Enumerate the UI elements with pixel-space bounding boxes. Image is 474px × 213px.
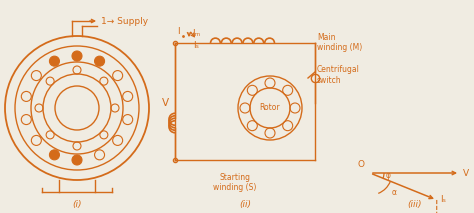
Text: Starting
winding (S): Starting winding (S): [213, 173, 257, 192]
Circle shape: [72, 155, 82, 165]
Circle shape: [94, 56, 105, 66]
Circle shape: [49, 56, 59, 66]
Text: α: α: [392, 188, 397, 197]
Text: (ii): (ii): [239, 200, 251, 210]
Text: (i): (i): [72, 200, 82, 210]
Text: (iii): (iii): [408, 200, 422, 210]
Text: V: V: [162, 98, 169, 108]
Text: Main
winding (M): Main winding (M): [317, 33, 362, 52]
Text: I: I: [177, 27, 180, 36]
Text: Centrifugal
switch: Centrifugal switch: [317, 65, 360, 85]
Text: Rotor: Rotor: [260, 104, 280, 112]
Circle shape: [49, 150, 59, 160]
Text: 1→ Supply: 1→ Supply: [101, 16, 148, 26]
Text: O: O: [358, 160, 365, 169]
Text: V: V: [463, 168, 469, 177]
Text: Iₛ: Iₛ: [193, 41, 199, 50]
Text: Iₛ: Iₛ: [440, 196, 446, 204]
Text: φ: φ: [386, 171, 391, 180]
Circle shape: [72, 51, 82, 61]
Text: Iₘ: Iₘ: [192, 29, 200, 37]
